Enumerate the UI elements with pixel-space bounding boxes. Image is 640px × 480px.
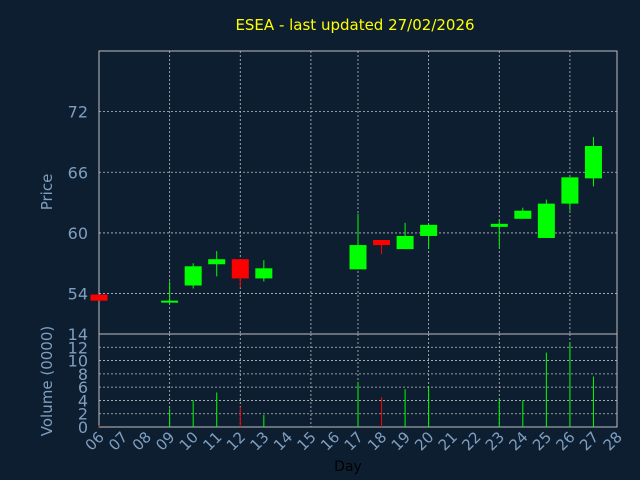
candle-body-18 <box>373 240 391 246</box>
chart-title: ESEA - last updated 27/02/2026 <box>235 16 474 34</box>
candle-body-19 <box>396 235 414 250</box>
volume-tick-label: 12 <box>68 338 88 357</box>
volume-tick-label: 2 <box>78 405 88 424</box>
price-panel: 54 60 66 72 <box>68 50 618 335</box>
candle-body-11 <box>208 259 226 265</box>
candle-body-10 <box>184 266 202 286</box>
candle-body-20 <box>420 224 438 236</box>
price-axis-label: Price <box>38 174 56 211</box>
candle-body-25 <box>537 203 555 238</box>
volume-tick-label: 14 <box>68 325 88 344</box>
candle-body-06 <box>90 294 108 301</box>
candle-body-27 <box>584 146 602 179</box>
candle-body-09 <box>161 300 179 303</box>
candle-body-13 <box>255 268 273 279</box>
x-axis-label: Day <box>334 459 362 475</box>
volume-tick-label: 8 <box>78 365 88 384</box>
volume-axis-label: Volume (0000) <box>38 326 56 436</box>
price-tick-label: 72 <box>68 103 88 122</box>
x-axis: 0607080910111213141516171819202122232425… <box>82 428 626 454</box>
volume-tick-label: 4 <box>78 391 88 410</box>
price-tick-label: 54 <box>68 285 88 304</box>
price-tick-label: 66 <box>68 163 88 182</box>
volume-tick-label: 6 <box>78 378 88 397</box>
volume-tick-label: 10 <box>68 352 88 371</box>
candle-body-12 <box>231 259 249 279</box>
volume-tick-label: 0 <box>78 418 88 437</box>
price-tick-label: 60 <box>68 224 88 243</box>
candle-body-23 <box>490 223 508 227</box>
candle-body-24 <box>514 210 532 219</box>
candle-body-26 <box>561 177 579 204</box>
candle-body-17 <box>349 245 367 270</box>
